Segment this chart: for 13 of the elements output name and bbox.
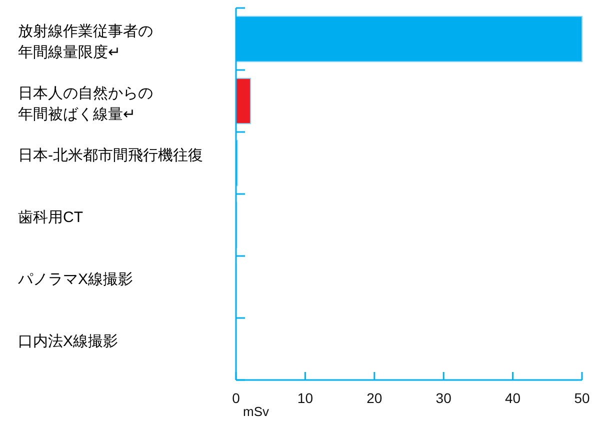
x-tick-label: 10 bbox=[297, 390, 314, 406]
x-tick-label: 0 bbox=[232, 390, 240, 406]
y-tick-label: 口内法X線撮影 bbox=[18, 333, 118, 350]
x-tick-label: 50 bbox=[574, 390, 590, 406]
y-tick-label: 放射線作業従事者の年間線量限度↵ bbox=[18, 23, 153, 61]
x-tick-label: 20 bbox=[366, 390, 382, 406]
y-tick-label: 日本-北米都市間飛行機往復 bbox=[18, 147, 203, 164]
y-tick-label: 歯科用CT bbox=[18, 209, 83, 226]
y-tick-label: 日本人の自然からの年間被ばく線量↵ bbox=[18, 85, 153, 123]
x-axis-title: mSv bbox=[243, 404, 270, 419]
y-tick-label: パノラマX線撮影 bbox=[17, 271, 134, 288]
x-tick-label: 40 bbox=[505, 390, 521, 406]
x-tick-label: 30 bbox=[436, 390, 452, 406]
